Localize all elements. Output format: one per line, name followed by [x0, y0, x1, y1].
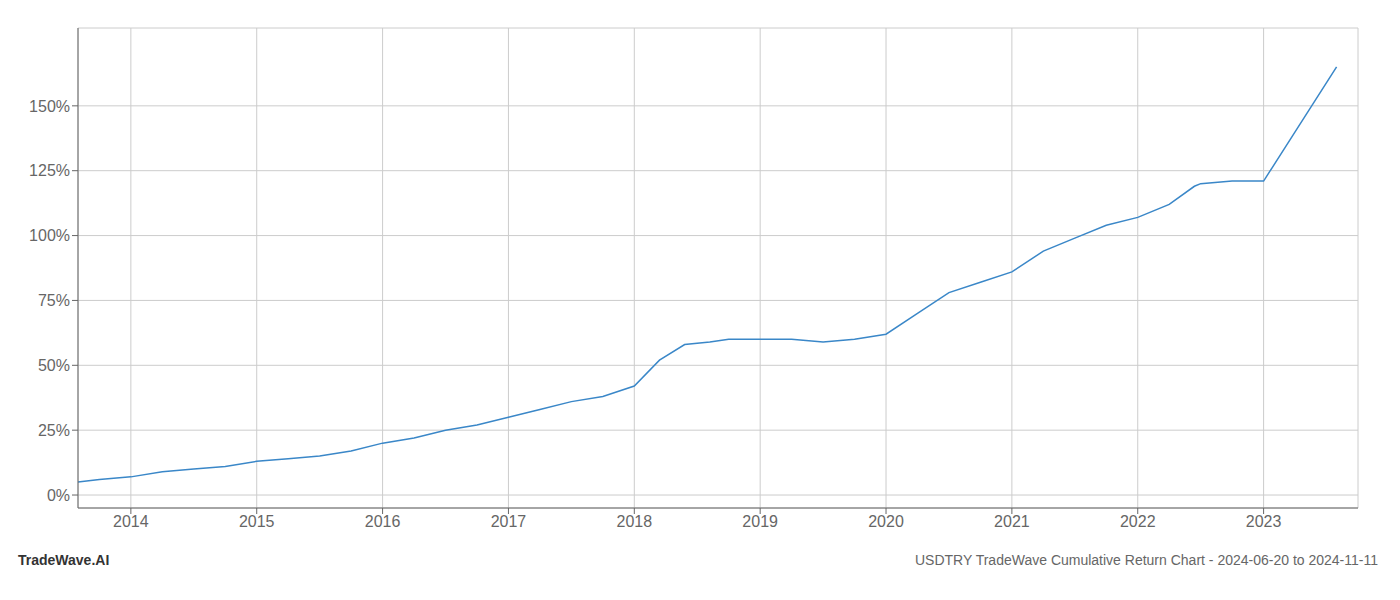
svg-text:2018: 2018	[617, 513, 653, 530]
svg-text:2019: 2019	[742, 513, 778, 530]
svg-text:2017: 2017	[491, 513, 527, 530]
svg-text:75%: 75%	[38, 292, 70, 309]
svg-text:2021: 2021	[994, 513, 1030, 530]
html-text:TradeWave.AI: TradeWave.AI	[18, 552, 110, 568]
svg-text:2022: 2022	[1120, 513, 1156, 530]
svg-text:2023: 2023	[1246, 513, 1282, 530]
svg-text:125%: 125%	[29, 162, 70, 179]
html-text:USDTRY TradeWave Cumulative Re: USDTRY TradeWave Cumulative Return Chart…	[915, 552, 1378, 568]
svg-text:100%: 100%	[29, 227, 70, 244]
svg-text:2015: 2015	[239, 513, 275, 530]
svg-text:150%: 150%	[29, 98, 70, 115]
svg-text:0%: 0%	[47, 487, 70, 504]
svg-text:50%: 50%	[38, 357, 70, 374]
svg-text:2014: 2014	[113, 513, 149, 530]
svg-text:2020: 2020	[868, 513, 904, 530]
svg-text:25%: 25%	[38, 422, 70, 439]
svg-text:2016: 2016	[365, 513, 401, 530]
